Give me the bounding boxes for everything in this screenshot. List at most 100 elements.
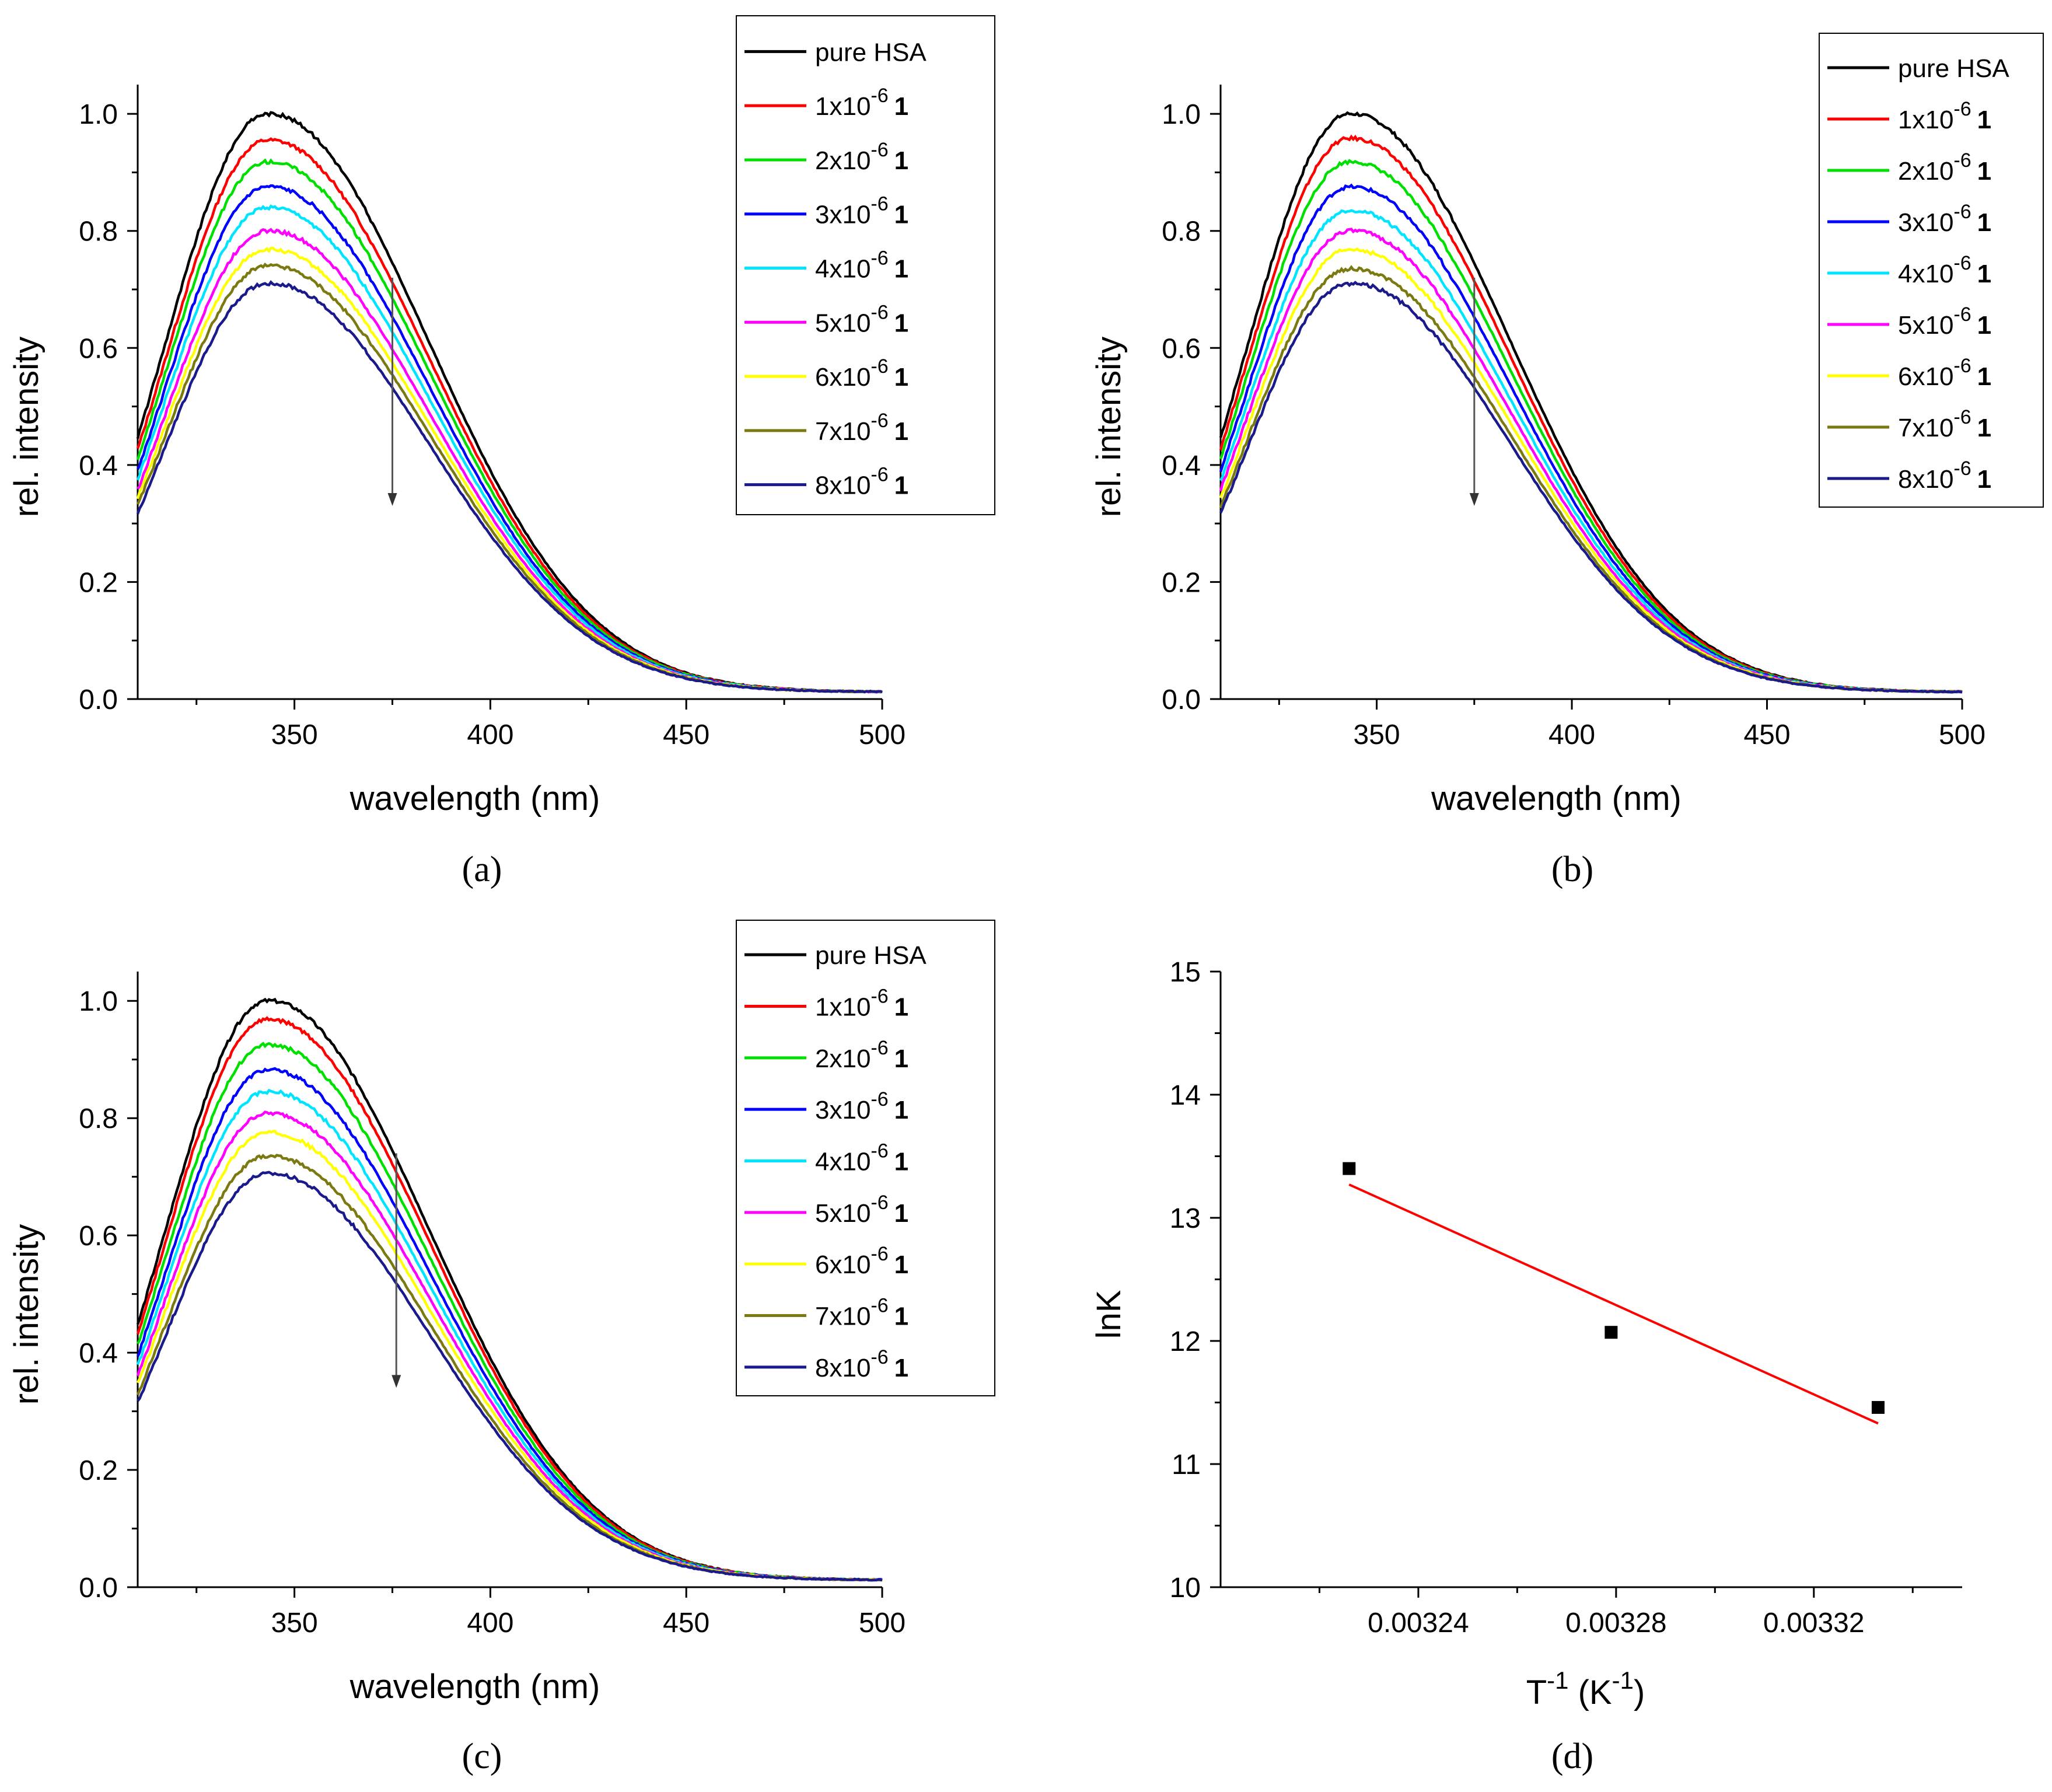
x-tick-label: 400 [467,1608,513,1639]
legend-entry: pure HSA [815,38,927,67]
x-axis-label-part: ) [1634,1674,1645,1711]
legend-entry: 7x10-6 1 [1898,406,1991,442]
legend-exponent: -6 [1953,355,1971,377]
legend-entry: 7x10-6 1 [815,1295,908,1331]
x-tick-label: 500 [859,719,906,750]
legend-exponent: -6 [1953,457,1971,480]
legend-label: 6x10 [815,363,871,392]
y-axis-label: rel. intensity [1090,337,1128,517]
y-tick-label: 10 [1170,1573,1201,1604]
legend-compound: 1 [894,1148,908,1176]
panel-b: 0.0 0.2 0.4 0.6 0.8 1.0 350 400 450 500 rel. inten… [1090,33,2044,889]
legend-exponent: -6 [1953,149,1971,172]
x-tick-label: 0.00328 [1565,1608,1667,1639]
legend-entry: 7x10-6 1 [815,410,908,446]
y-tick-label: 11 [1172,1449,1201,1480]
legend-exponent: -6 [871,986,888,1008]
legend-exponent: -6 [871,1346,888,1368]
legend-exponent: -6 [1953,201,1971,223]
legend-label: 3x10 [815,1096,871,1124]
panel-caption: (d) [1551,1737,1593,1776]
y-tick-label: 0.6 [1162,333,1201,364]
y-tick-label: 13 [1170,1203,1201,1234]
legend-label: 4x10 [815,1148,871,1176]
legend-exponent: -6 [871,1295,888,1317]
legend-label: 2x10 [815,1045,871,1073]
legend-compound: 1 [1977,106,1991,134]
legend-compound: 1 [894,92,908,121]
y-tick-label: 0.8 [79,216,118,247]
legend-compound: 1 [1977,362,1991,391]
x-tick-label: 450 [663,719,709,750]
legend-compound: 1 [894,146,908,175]
legend-exponent: -6 [871,1192,888,1214]
y-tick-label: 1.0 [79,986,118,1017]
legend-label: pure HSA [815,38,927,67]
legend-entry: 4x10-6 1 [1898,252,1991,288]
legend-label: 4x10 [1898,260,1953,288]
data-point-2 [1871,1400,1885,1414]
legend-compound: 1 [894,1302,908,1331]
data-point-1 [1604,1326,1618,1339]
data-point-0 [1343,1162,1356,1175]
panel-a: 0.0 0.2 0.4 0.6 0.8 1.0 350 400 450 500 rel. inten… [8,15,995,889]
legend-label: 8x10 [1898,465,1953,494]
legend-label: 6x10 [1898,362,1953,391]
legend-compound: 1 [894,1096,908,1124]
legend-compound: 1 [1977,260,1991,288]
legend-compound: 1 [894,363,908,392]
x-tick-label: 450 [1743,719,1790,750]
x-axis-label: wavelength (nm) [349,780,600,818]
legend-exponent: -6 [871,1088,888,1110]
legend-compound: 1 [894,471,908,500]
legend-label: 1x10 [1898,106,1953,134]
y-tick-label: 0.8 [1162,216,1201,247]
legend-exponent: -6 [871,247,888,270]
quench-arrowhead [1469,493,1479,506]
x-axis-label: T-1 (K-1) [1526,1667,1645,1711]
legend-compound: 1 [894,309,908,337]
legend-entry: 6x10-6 1 [815,1243,908,1279]
x-axis-label-part: -1 [1547,1667,1568,1694]
legend-label: 7x10 [1898,414,1953,442]
legend-entry: 2x10-6 1 [1898,149,1991,186]
legend-entry: 8x10-6 1 [815,1346,908,1382]
legend-label: 5x10 [815,1199,871,1228]
legend-exponent: -6 [871,85,888,107]
legend-compound: 1 [1977,414,1991,442]
legend-entry: 1x10-6 1 [815,986,908,1022]
y-tick-label: 0.6 [79,1221,118,1252]
legend-label: 2x10 [815,146,871,175]
legend-compound: 1 [1977,311,1991,340]
legend-entry: 2x10-6 1 [815,139,908,175]
legend-exponent: -6 [1953,98,1971,120]
series-line-8 [137,1171,883,1582]
x-tick-label: 0.00332 [1763,1608,1865,1639]
legend-label: 4x10 [815,255,871,284]
legend-exponent: -6 [871,355,888,378]
y-tick-label: 12 [1170,1326,1201,1357]
y-tick-label: 1.0 [79,99,118,130]
y-axis-label: lnK [1090,1290,1128,1339]
y-tick-label: 0.4 [79,1338,118,1369]
legend-entry: 8x10-6 1 [1898,457,1991,494]
x-tick-label: 350 [1354,719,1400,750]
y-tick-label: 0.6 [79,333,118,364]
legend-label: 8x10 [815,1354,871,1382]
legend-exponent: -6 [871,301,888,323]
legend-entry: 1x10-6 1 [1898,98,1991,134]
legend-label: 7x10 [815,1302,871,1331]
legend-exponent: -6 [871,1243,888,1265]
y-tick-label: 0.2 [79,567,118,598]
legend-exponent: -6 [871,1037,888,1059]
legend-label: pure HSA [1898,54,2009,83]
x-axis-label-part: -1 [1612,1667,1634,1694]
legend-compound: 1 [894,1354,908,1382]
legend-entry: 6x10-6 1 [1898,355,1991,391]
legend-compound: 1 [894,417,908,446]
panel-c: 0.0 0.2 0.4 0.6 0.8 1.0 350 400 450 500 rel. inten… [8,920,995,1776]
